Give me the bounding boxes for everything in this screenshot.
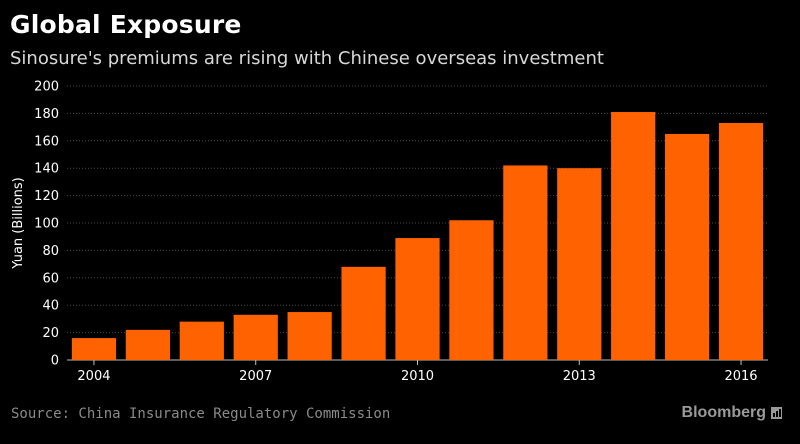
- source-note: Source: China Insurance Regulatory Commi…: [11, 406, 391, 422]
- y-tick-label: 180: [34, 107, 59, 122]
- x-tick-label: 2013: [563, 369, 596, 384]
- y-tick-label: 0: [51, 354, 59, 369]
- bar: [125, 329, 170, 360]
- bar-chart-icon: [771, 407, 782, 419]
- brand-name: Bloomberg: [681, 404, 766, 421]
- x-tick-label: 2007: [239, 369, 272, 384]
- bar: [557, 168, 602, 360]
- chart-subtitle: Sinosure's premiums are rising with Chin…: [10, 48, 604, 69]
- y-tick-label: 40: [42, 299, 59, 314]
- bar: [287, 312, 332, 360]
- y-tick-label: 20: [42, 326, 59, 341]
- chart-title: Global Exposure: [10, 10, 242, 39]
- bar: [395, 238, 440, 360]
- y-tick-label: 60: [42, 271, 59, 286]
- y-tick-label: 120: [34, 189, 59, 204]
- brand-logo: Bloomberg: [682, 404, 782, 422]
- y-tick-labels: 0 20 40 60 80 100 120 140 160 180 200: [34, 80, 59, 369]
- bars: [71, 112, 764, 361]
- x-tick-label: 2016: [724, 369, 757, 384]
- y-axis-label: Yuan (Billions): [11, 177, 26, 270]
- y-tick-label: 160: [34, 134, 59, 149]
- y-tick-label: 80: [42, 244, 59, 259]
- bar: [611, 112, 656, 360]
- x-tick-label: 2004: [77, 369, 110, 384]
- y-tick-label: 140: [34, 162, 59, 177]
- bar-chart: 0 20 40 60 80 100 120 140 160 180 200 2004 2007 2010…: [11, 80, 768, 384]
- bar: [71, 338, 117, 360]
- x-tick-label: 2010: [401, 369, 434, 384]
- bar: [341, 266, 386, 360]
- bar: [665, 133, 710, 360]
- y-tick-label: 100: [34, 217, 59, 232]
- bar: [449, 220, 494, 360]
- bar: [179, 321, 224, 360]
- bar: [233, 314, 278, 360]
- x-tick-labels: 2004 2007 2010 2013 2016: [77, 360, 758, 384]
- y-tick-label: 200: [34, 80, 59, 95]
- bar: [503, 165, 548, 360]
- bar: [718, 122, 764, 361]
